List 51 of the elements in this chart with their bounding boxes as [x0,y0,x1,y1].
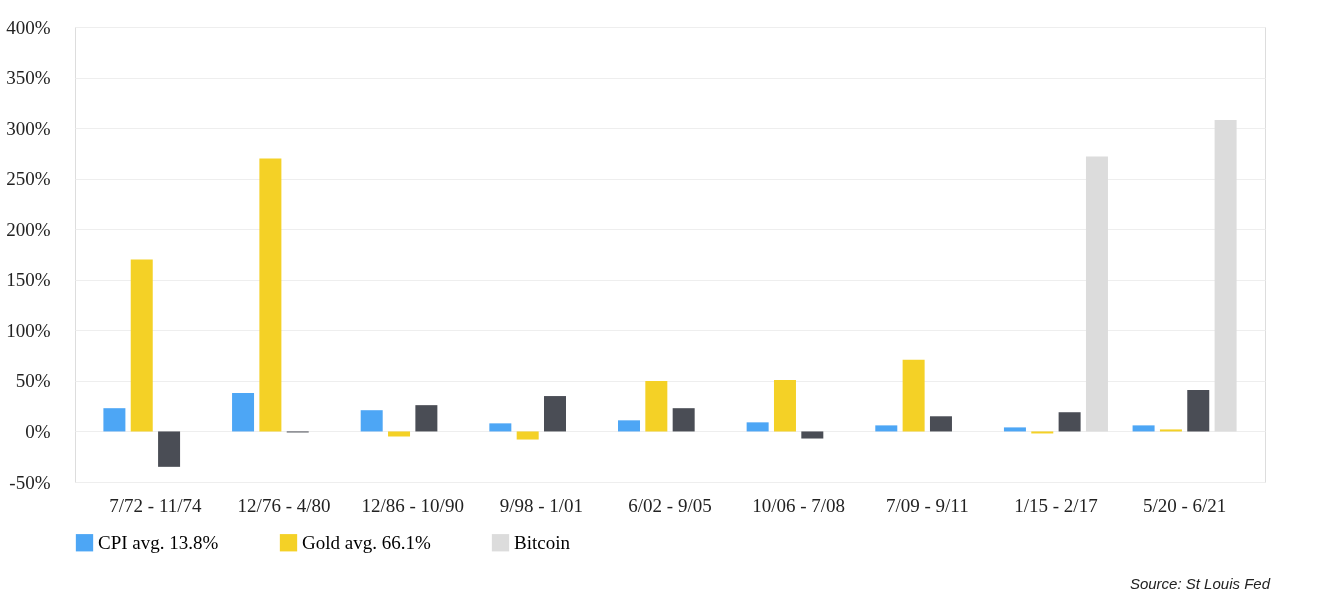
bar [1003,427,1026,432]
y-tick-label: 350% [6,67,51,89]
y-tick-label: 200% [6,218,51,240]
bar [1058,412,1081,432]
bar [544,396,567,432]
y-tick-label: 50% [15,370,51,392]
source-note: Source: St Louis Fed [1129,575,1271,592]
bar [1031,431,1054,434]
bar [801,431,824,439]
bar [875,425,898,432]
bar [645,380,668,432]
x-tick-label: 5/20 - 6/21 [1142,494,1227,516]
bar [746,422,769,432]
bar [672,408,695,432]
bar [1159,429,1182,432]
bar [158,431,181,467]
bar [388,431,411,437]
y-tick-label: 400% [6,16,51,38]
x-tick-label: 10/06 - 7/08 [752,494,846,516]
x-tick-label: 7/72 - 11/74 [109,494,202,516]
x-tick-label: 7/09 - 9/11 [885,494,969,516]
bar [103,408,126,432]
bar [516,431,539,440]
y-tick-label: 0% [25,420,51,442]
bar [130,259,153,432]
bar [617,420,640,432]
y-tick-label: 300% [6,117,51,139]
bar [360,410,383,432]
bar [259,158,282,432]
legend-label: Bitcoin [514,531,571,553]
y-tick-label: 250% [6,168,51,190]
bar [902,359,925,432]
y-tick-label: -50% [9,471,51,493]
x-tick-label: 12/76 - 4/80 [237,494,331,516]
bar [415,405,438,432]
bar [232,393,255,432]
bar [1132,425,1155,432]
bar [1085,156,1108,432]
legend-label: CPI avg. 13.8% [98,531,219,553]
y-tick-label: 100% [6,319,51,341]
bar [1214,120,1237,432]
x-tick-label: 6/02 - 9/05 [628,494,712,516]
x-tick-label: 12/86 - 10/90 [361,494,464,516]
x-tick-label: 1/15 - 2/17 [1014,494,1098,516]
legend-label: Gold avg. 66.1% [302,531,431,553]
bar [929,416,952,432]
x-tick-label: 9/98 - 1/01 [499,494,584,516]
bar [1187,389,1210,432]
y-tick-label: 150% [6,269,51,291]
bar [773,379,796,432]
bar [489,423,512,432]
